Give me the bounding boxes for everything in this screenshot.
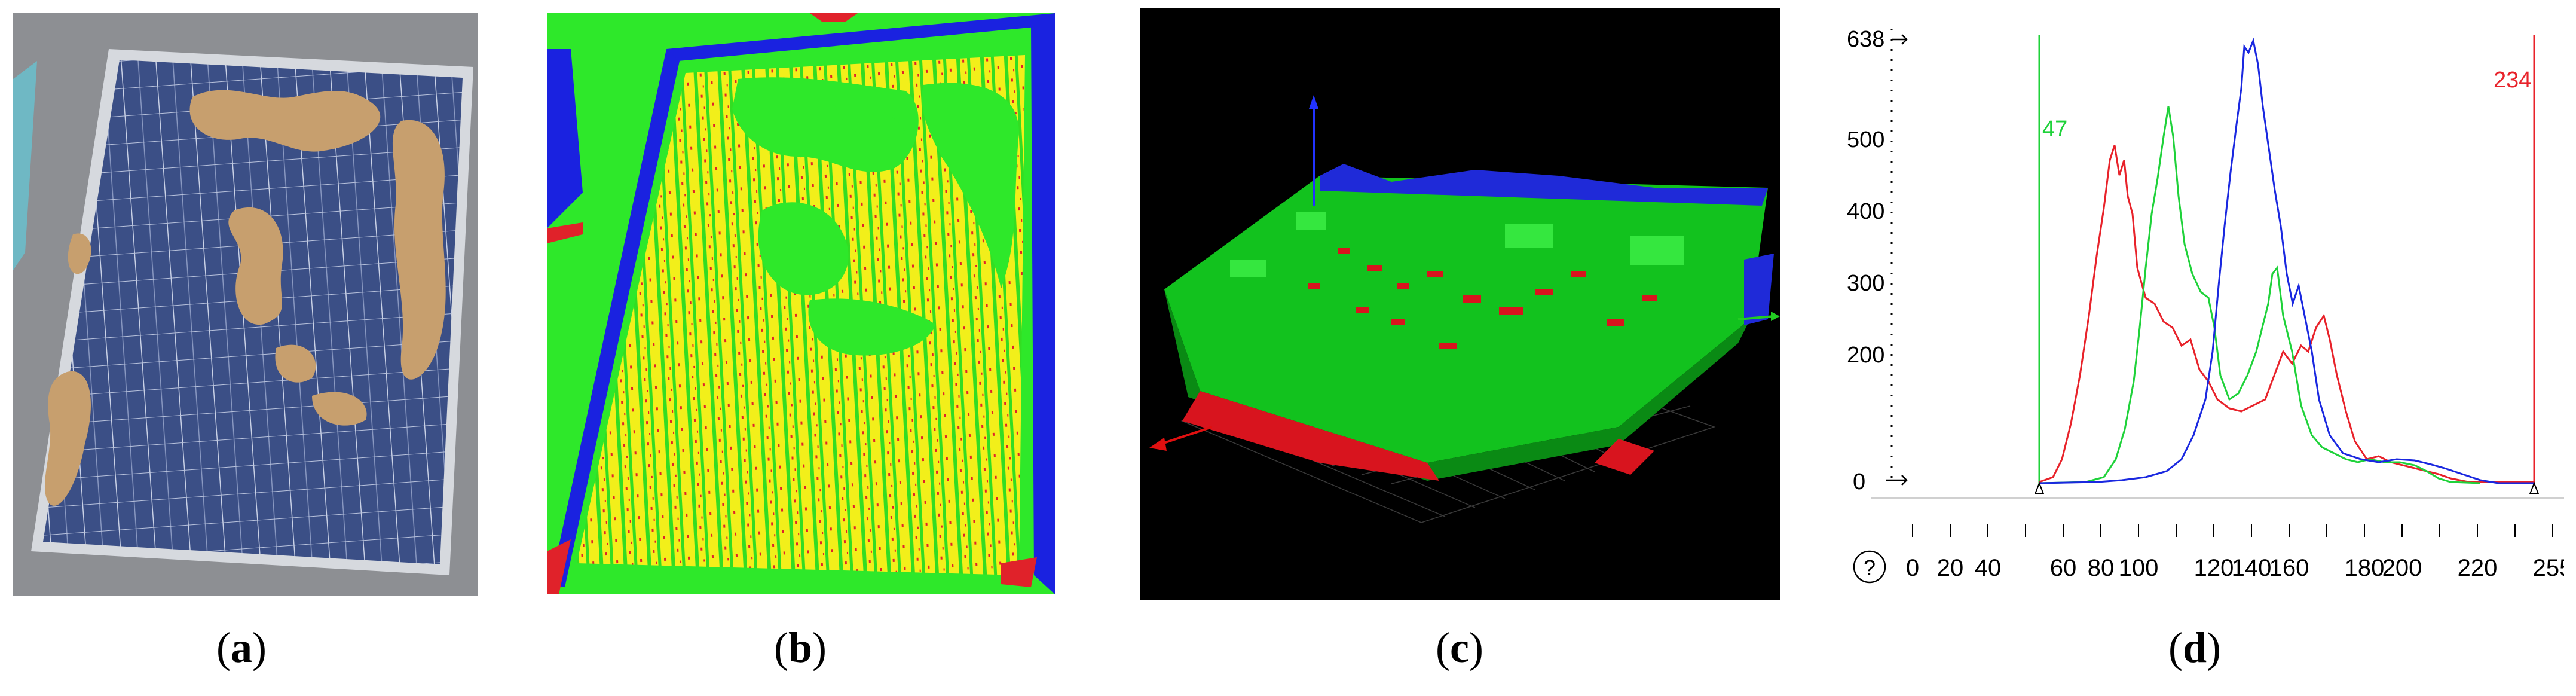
y-tick-0: 0 bbox=[1853, 469, 1865, 494]
blue-channel-curve bbox=[2039, 37, 2534, 484]
caption-c: (c) bbox=[1436, 624, 1483, 671]
x-tick-255: 255 bbox=[2533, 555, 2564, 581]
x-tick-80: 80 bbox=[2088, 555, 2115, 581]
x-tick-40: 40 bbox=[1975, 555, 2002, 581]
x-tick-120: 120 bbox=[2194, 555, 2234, 581]
y-tick-400: 400 bbox=[1847, 199, 1884, 224]
x-tick-0: 0 bbox=[1906, 555, 1919, 581]
red-channel-curve bbox=[2039, 145, 2534, 483]
rgb-histogram: 638 500 400 300 200 0 47 234 bbox=[1847, 17, 2564, 609]
help-icon[interactable]: ? bbox=[1853, 550, 1886, 584]
x-tick-100: 100 bbox=[2119, 555, 2159, 581]
caption-a: (a) bbox=[216, 624, 267, 671]
caption-d: (d) bbox=[2168, 624, 2222, 671]
caption-b: (b) bbox=[774, 624, 827, 671]
lower-threshold-label: 47 bbox=[2042, 117, 2067, 142]
solar-panel-photo bbox=[13, 13, 478, 596]
x-tick-140: 140 bbox=[2232, 555, 2272, 581]
upper-threshold-label: 234 bbox=[2494, 68, 2531, 93]
x-tick-200: 200 bbox=[2382, 555, 2422, 581]
x-tick-20: 20 bbox=[1937, 555, 1964, 581]
y-tick-500: 500 bbox=[1847, 127, 1884, 152]
y-tick-638: 638 bbox=[1847, 27, 1884, 52]
x-tick-160: 160 bbox=[2269, 555, 2309, 581]
y-tick-200: 200 bbox=[1847, 343, 1884, 368]
x-tick-60: 60 bbox=[2050, 555, 2077, 581]
x-tick-220: 220 bbox=[2458, 555, 2498, 581]
svg-text:?: ? bbox=[1864, 555, 1876, 580]
3d-surface-plot bbox=[1140, 8, 1780, 600]
y-tick-300: 300 bbox=[1847, 271, 1884, 296]
segmentation-map bbox=[547, 13, 1055, 594]
x-tick-180: 180 bbox=[2345, 555, 2385, 581]
